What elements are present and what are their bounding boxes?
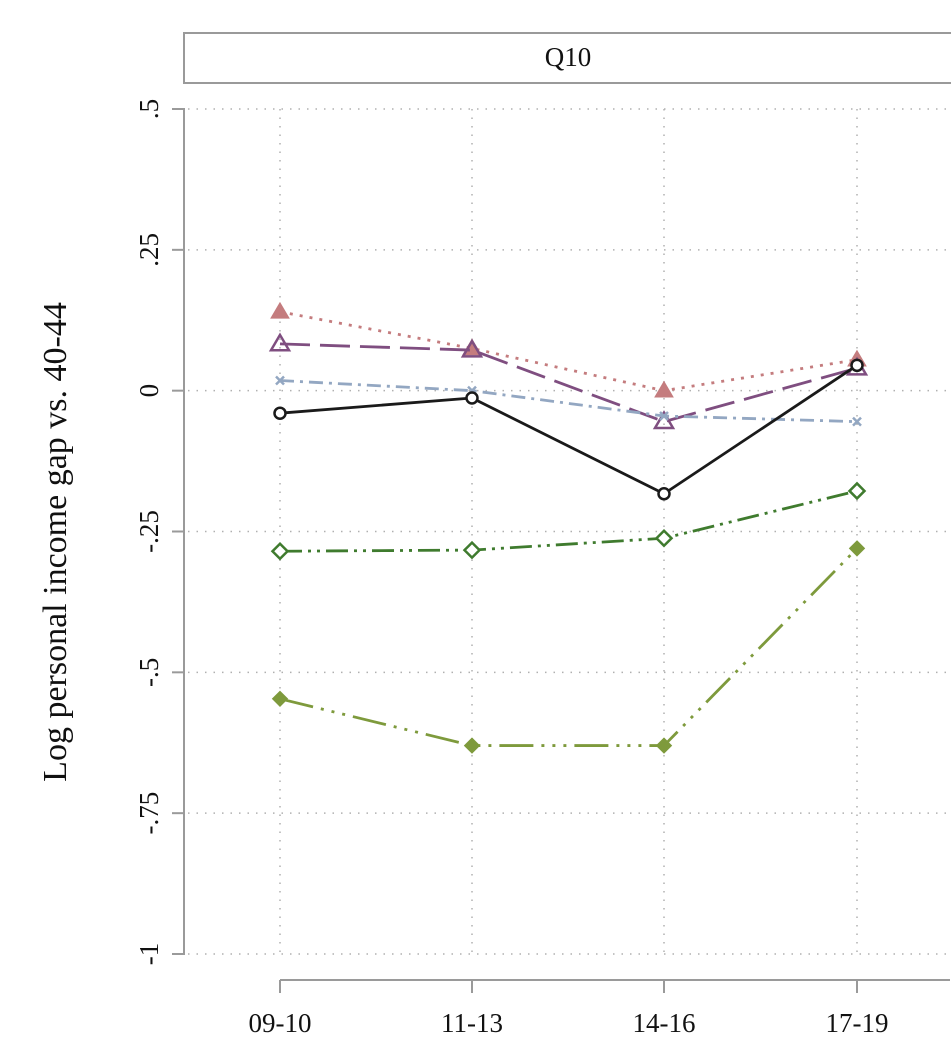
x-axis-ticks: 09-10 11-13 14-16 17-19 xyxy=(249,980,889,1038)
series-5 xyxy=(270,481,867,561)
y-axis-ticks: -1 -.75 -.5 -.25 0 .25 .5 xyxy=(134,99,184,965)
data-point xyxy=(270,301,290,319)
series-2 xyxy=(268,332,869,430)
data-point xyxy=(463,737,481,754)
series-group xyxy=(268,301,869,754)
series-line xyxy=(279,364,858,496)
x-tick-label: 17-19 xyxy=(826,1008,889,1038)
data-point xyxy=(652,410,676,430)
y-tick-label: -.25 xyxy=(134,510,164,553)
data-point xyxy=(275,375,285,386)
series-line xyxy=(279,547,859,747)
series-line xyxy=(279,342,858,424)
y-tick-label: -.75 xyxy=(134,792,164,835)
x-tick-label: 14-16 xyxy=(633,1008,696,1038)
data-point xyxy=(271,690,289,708)
series-1 xyxy=(270,301,867,398)
series-line xyxy=(279,379,858,424)
panel-title: Q10 xyxy=(545,42,592,72)
y-axis-title: Log personal income gap vs. 40-44 xyxy=(37,302,74,782)
data-point xyxy=(462,540,482,560)
data-point xyxy=(852,416,862,427)
data-point xyxy=(848,540,866,557)
series-line xyxy=(279,310,858,393)
data-point xyxy=(850,358,864,373)
y-tick-label: .5 xyxy=(134,99,164,119)
x-tick-label: 09-10 xyxy=(249,1008,312,1038)
data-point xyxy=(270,541,290,561)
data-point xyxy=(655,737,673,754)
data-point xyxy=(268,332,292,352)
data-point xyxy=(465,391,479,405)
gridlines xyxy=(188,108,951,955)
data-point xyxy=(273,406,287,420)
series-line xyxy=(279,489,858,553)
data-point xyxy=(654,380,674,398)
x-tick-label: 11-13 xyxy=(441,1008,503,1038)
data-point xyxy=(460,338,484,358)
y-tick-label: -1 xyxy=(134,943,164,966)
series-3 xyxy=(275,375,862,427)
data-point xyxy=(654,528,674,548)
series-4 xyxy=(273,358,864,501)
data-point xyxy=(657,487,671,501)
panel-header: Q10 xyxy=(183,32,951,84)
data-point xyxy=(847,481,867,501)
data-point xyxy=(659,411,669,421)
y-tick-label: .25 xyxy=(134,233,164,267)
panel-title-box xyxy=(183,32,951,84)
series-6 xyxy=(271,540,866,754)
y-tick-label: -.5 xyxy=(134,658,164,687)
y-tick-label: 0 xyxy=(134,384,164,398)
